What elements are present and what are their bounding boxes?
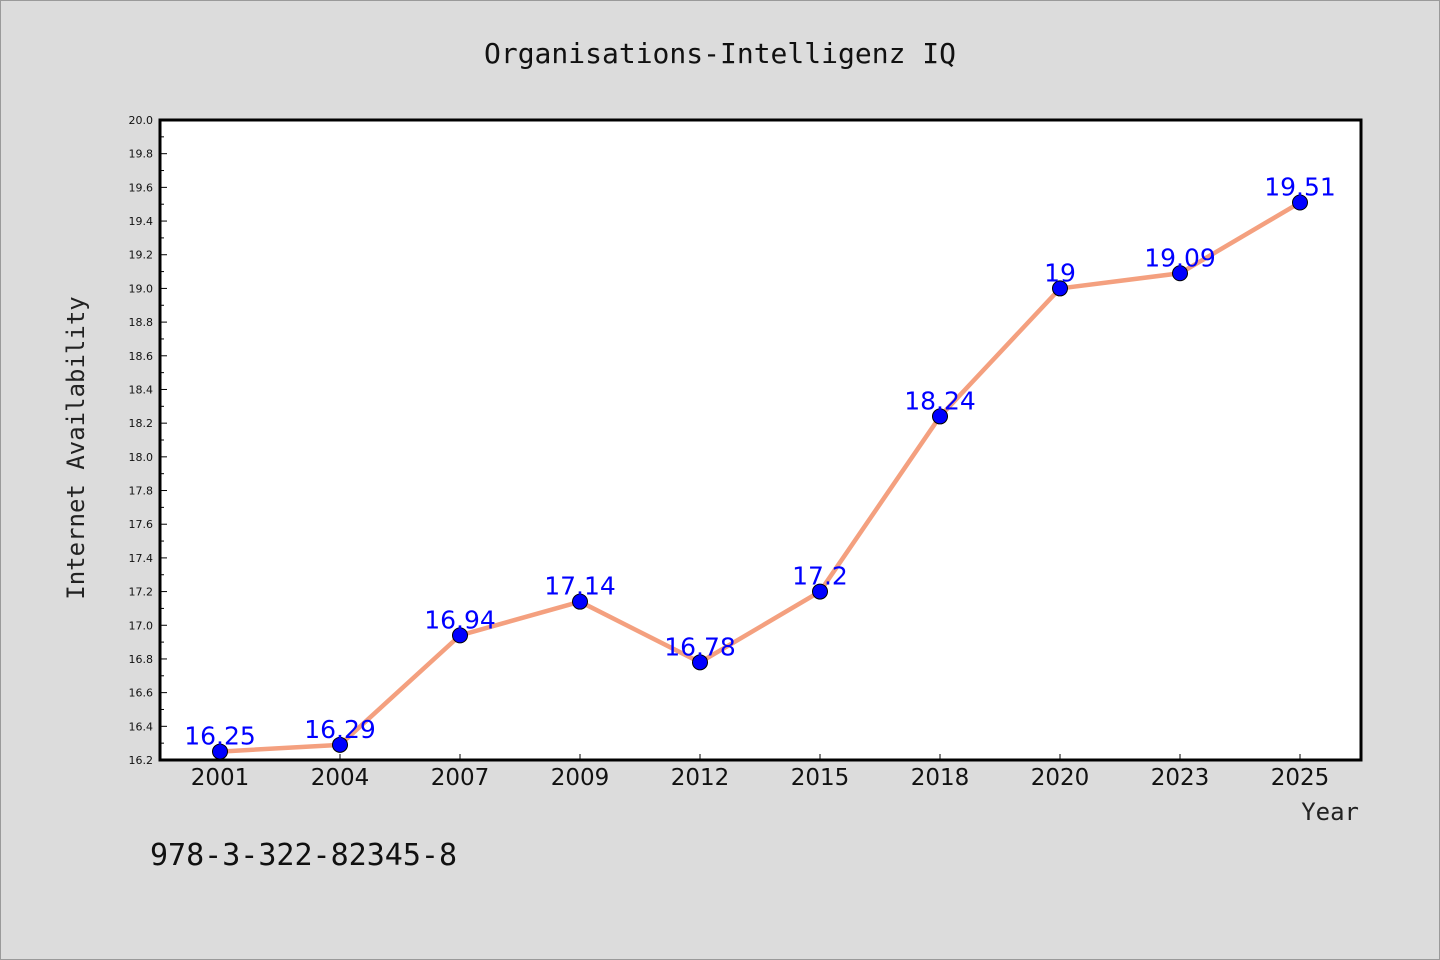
y-tick-label: 19.2 bbox=[129, 249, 154, 262]
data-label: 19.09 bbox=[1144, 243, 1216, 272]
y-tick-label: 19.0 bbox=[129, 282, 154, 295]
x-tick-label: 2023 bbox=[1151, 765, 1210, 791]
y-tick-label: 18.0 bbox=[129, 451, 154, 464]
y-tick-label: 16.2 bbox=[129, 754, 154, 767]
data-point bbox=[452, 627, 468, 644]
data-point bbox=[1292, 194, 1308, 211]
data-label: 16.78 bbox=[664, 632, 736, 661]
data-point bbox=[692, 654, 708, 671]
y-tick-label: 16.8 bbox=[129, 653, 154, 666]
y-tick-label: 18.4 bbox=[129, 383, 154, 396]
data-label: 16.29 bbox=[304, 715, 376, 744]
y-tick-label: 18.8 bbox=[129, 316, 154, 329]
x-axis-label: Year bbox=[1301, 798, 1359, 826]
x-tick-label: 2018 bbox=[911, 765, 970, 791]
y-tick-label: 17.8 bbox=[129, 485, 154, 498]
data-point bbox=[212, 743, 228, 760]
chart-title: Organisations-Intelligenz IQ bbox=[484, 37, 956, 70]
y-tick-label: 16.4 bbox=[129, 720, 154, 733]
data-label: 17.2 bbox=[792, 562, 848, 591]
data-label: 18.24 bbox=[904, 386, 976, 415]
y-axis: 16.2 16.4 16.6 16.8 17.0 17.2 17.4 17.6 17.8 18.0… bbox=[129, 114, 167, 767]
x-tick-label: 2001 bbox=[191, 765, 250, 791]
data-label: 17.14 bbox=[544, 572, 616, 601]
x-tick-label: 2015 bbox=[791, 765, 850, 791]
data-point bbox=[932, 408, 948, 425]
data-point bbox=[572, 593, 588, 610]
y-tick-label: 19.8 bbox=[129, 148, 154, 161]
data-point bbox=[332, 736, 348, 753]
data-point bbox=[1172, 265, 1188, 282]
data-label: 19.51 bbox=[1264, 173, 1336, 202]
x-tick-label: 2020 bbox=[1031, 765, 1090, 791]
series-line bbox=[219, 200, 1302, 754]
y-tick-label: 17.6 bbox=[129, 518, 154, 531]
series-group bbox=[212, 194, 1308, 760]
y-tick-label: 18.6 bbox=[129, 350, 154, 363]
data-point bbox=[1052, 280, 1068, 297]
y-tick-label: 17.2 bbox=[129, 586, 154, 599]
data-label: 19 bbox=[1044, 258, 1076, 287]
y-tick-label: 20.0 bbox=[129, 114, 154, 127]
y-tick-label: 17.4 bbox=[129, 552, 154, 565]
x-tick-label: 2025 bbox=[1271, 765, 1330, 791]
plot-area bbox=[158, 118, 1363, 762]
data-label: 16.94 bbox=[424, 605, 496, 634]
x-tick-label: 2004 bbox=[311, 765, 370, 791]
y-tick-label: 17.0 bbox=[129, 619, 154, 632]
y-tick-label: 19.4 bbox=[129, 215, 154, 228]
isbn-footnote: 978-3-322-82345-8 bbox=[150, 838, 457, 873]
y-axis-label: Internet Availability bbox=[62, 296, 90, 599]
x-tick-label: 2012 bbox=[671, 765, 730, 791]
x-tick-label: 2009 bbox=[551, 765, 610, 791]
y-tick-label: 16.6 bbox=[129, 687, 154, 700]
y-tick-label: 19.6 bbox=[129, 181, 154, 194]
y-tick-label: 18.2 bbox=[129, 417, 154, 430]
x-tick-label: 2007 bbox=[431, 765, 490, 791]
data-point bbox=[812, 583, 828, 600]
x-axis: 2001 2004 2007 2009 2012 2015 2018 2020 2023 2025 bbox=[191, 754, 1330, 791]
data-labels: 16.25 16.29 16.94 17.14 16.78 17.2 18.24 19 19.0… bbox=[184, 173, 1336, 751]
data-label: 16.25 bbox=[184, 722, 256, 751]
